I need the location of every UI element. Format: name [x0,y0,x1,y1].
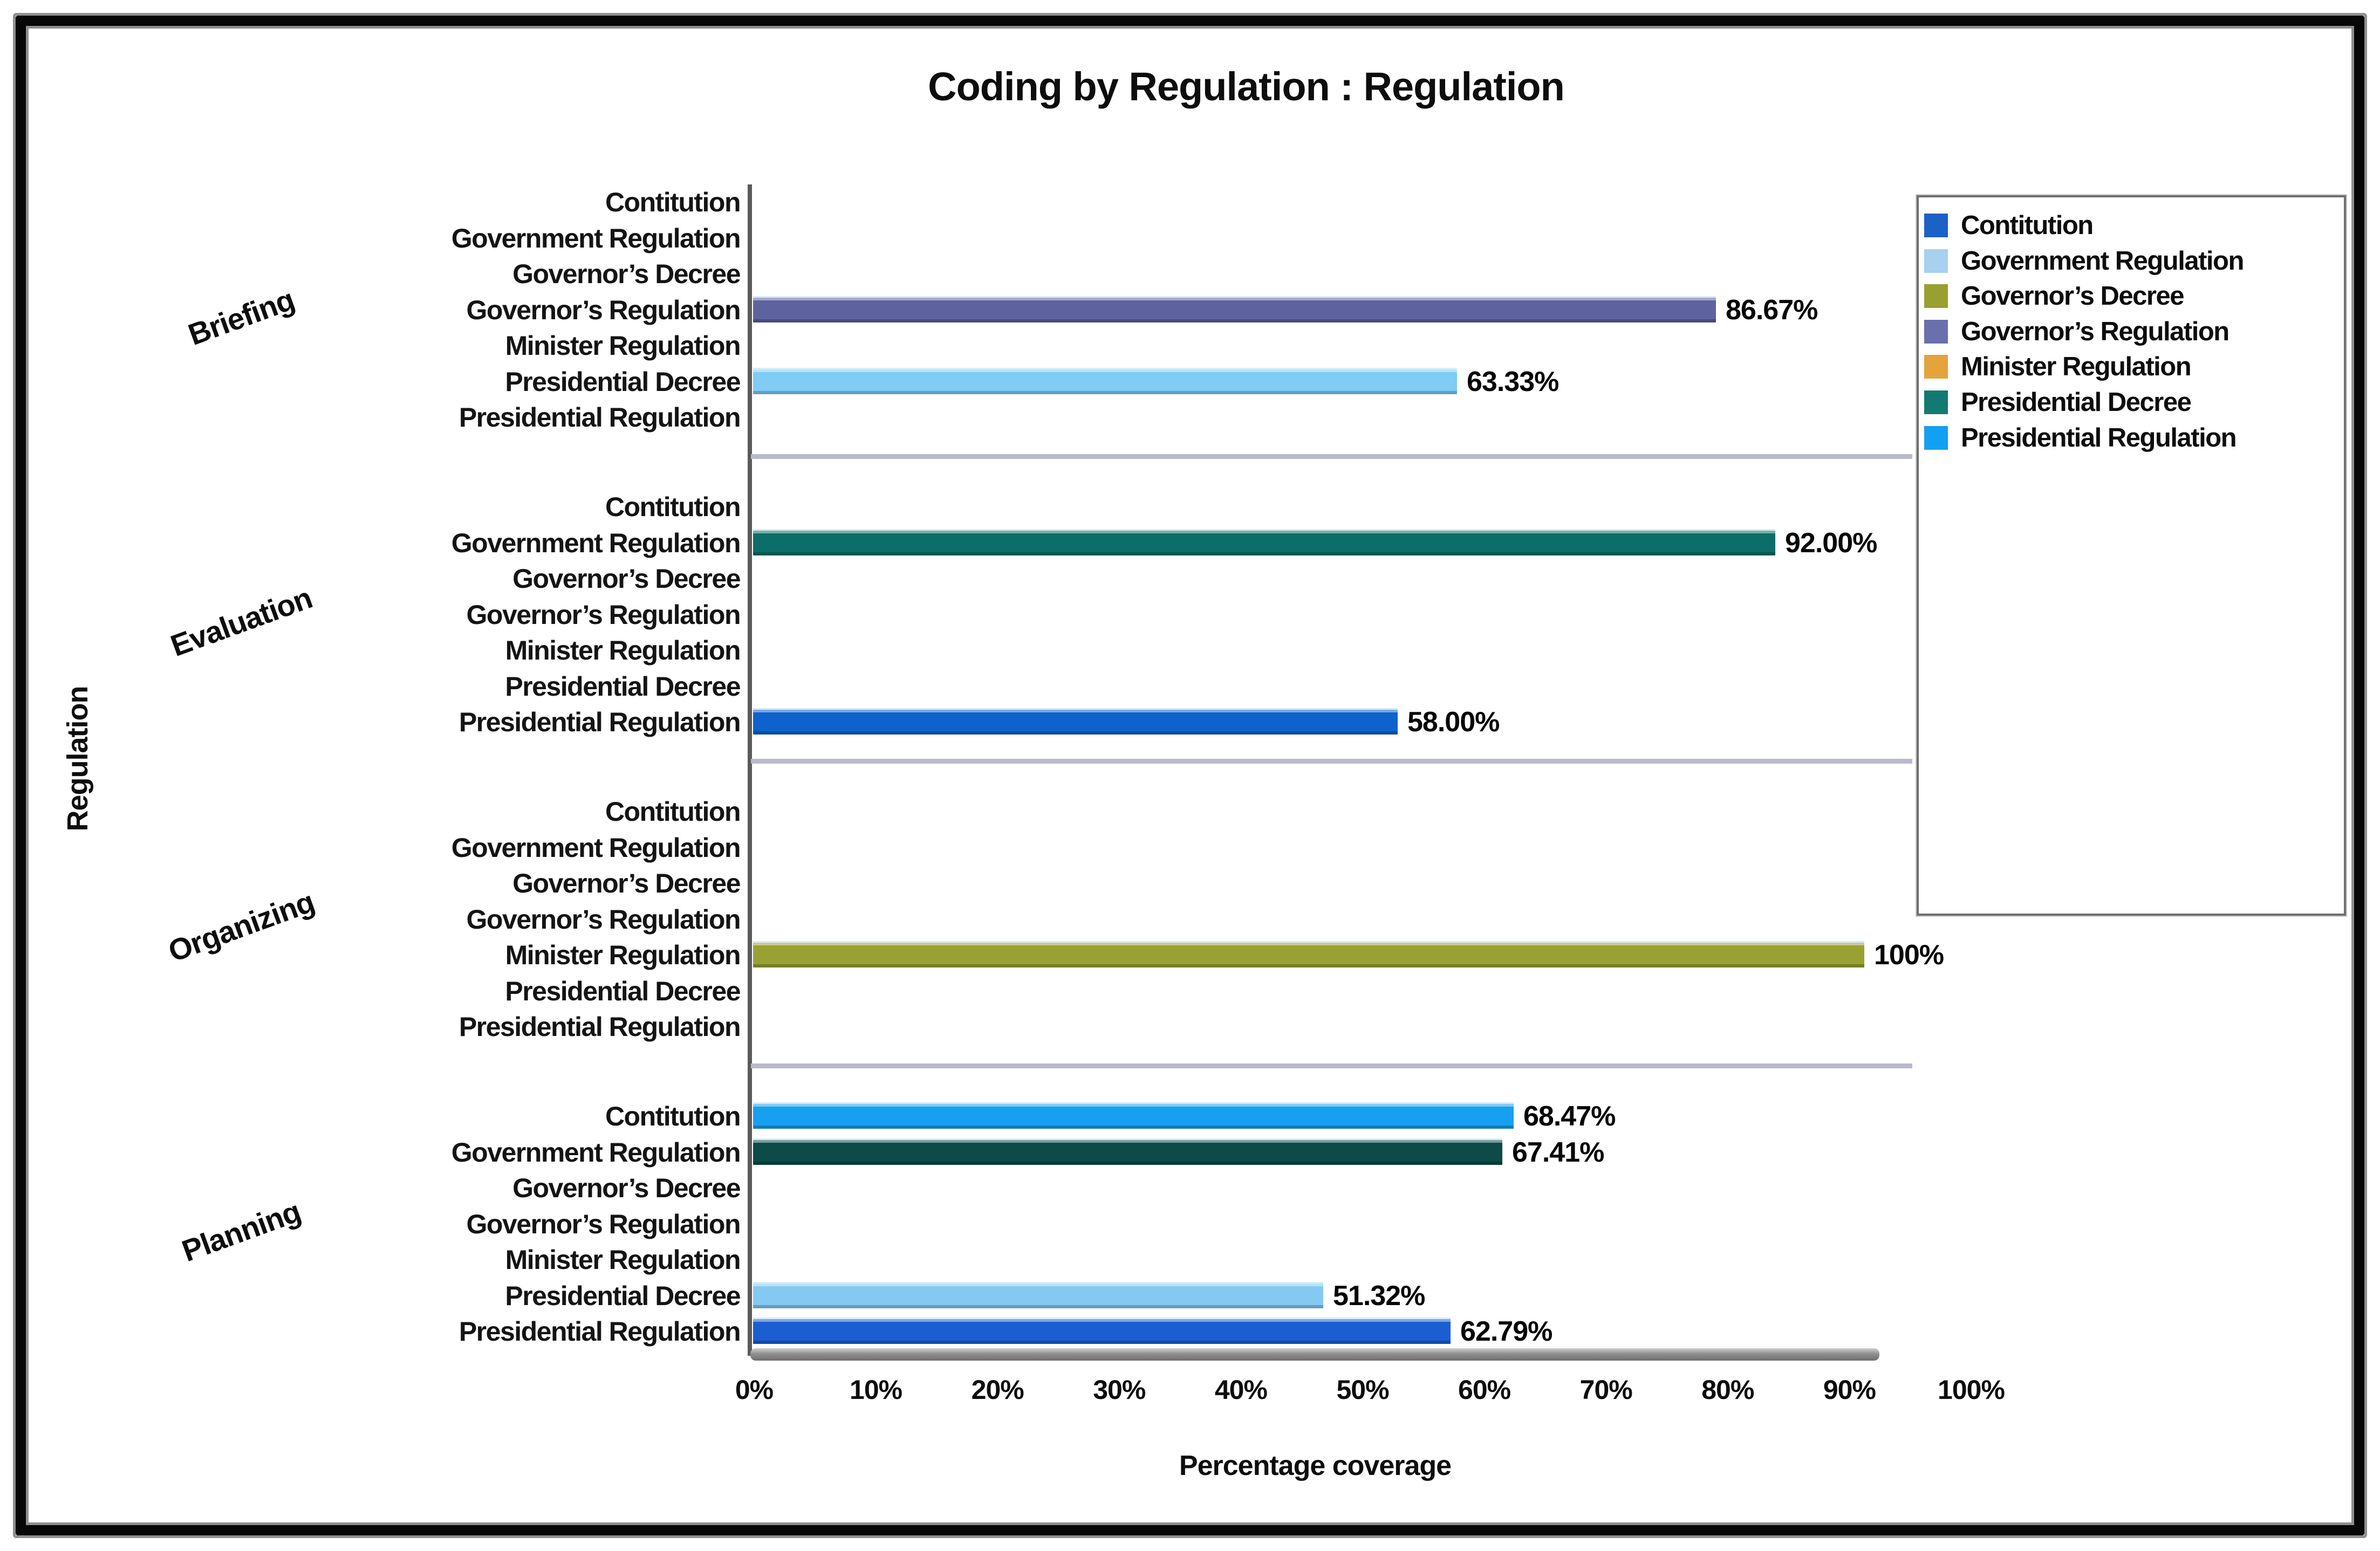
category-label-organizing-minister-regulation: Minister Regulation [505,940,741,971]
x-tick-10: 10% [850,1375,902,1405]
chart-title: Coding by Regulation : Regulation [928,64,1565,109]
category-label-planning-minister-regulation: Minister Regulation [505,1245,741,1275]
y-axis-line [748,184,752,1356]
value-label-briefing-governor-s-regulation: 86.67% [1726,294,1818,326]
category-label-briefing-governor-s-decree: Governor’s Decree [512,259,741,290]
category-label-briefing-contitution: Contitution [605,187,741,218]
category-label-planning-contitution: Contitution [605,1101,741,1132]
category-label-planning-government-regulation: Government Regulation [451,1137,741,1168]
category-label-planning-presidential-regulation: Presidential Regulation [459,1316,741,1347]
value-label-planning-presidential-regulation: 62.79% [1460,1316,1553,1348]
category-label-planning-presidential-decree: Presidential Decree [505,1280,741,1311]
legend-swatch-governor-s-regulation [1924,319,1948,344]
bar-organizing-minister-regulation [753,943,1864,968]
value-label-planning-government-regulation: 67.41% [1512,1136,1604,1168]
legend-label-government-regulation: Government Regulation [1961,246,2244,276]
category-label-evaluation-governor-s-regulation: Governor’s Regulation [466,599,741,630]
category-label-organizing-contitution: Contitution [605,797,741,827]
value-label-planning-contitution: 68.47% [1523,1101,1616,1133]
category-label-organizing-presidential-regulation: Presidential Regulation [459,1012,741,1042]
bar-planning-contitution [753,1104,1514,1129]
category-label-briefing-presidential-decree: Presidential Decree [505,366,741,397]
legend-label-presidential-regulation: Presidential Regulation [1961,423,2237,452]
category-label-organizing-governor-s-regulation: Governor’s Regulation [466,904,741,935]
category-label-evaluation-contitution: Contitution [605,492,741,523]
x-tick-30: 30% [1093,1375,1146,1405]
value-label-briefing-presidential-decree: 63.33% [1467,366,1559,397]
x-tick-90: 90% [1823,1375,1876,1405]
category-label-evaluation-minister-regulation: Minister Regulation [505,635,741,666]
legend-label-minister-regulation: Minister Regulation [1961,352,2192,382]
value-label-evaluation-government-regulation: 92.00% [1785,527,1877,559]
x-tick-60: 60% [1458,1375,1511,1405]
value-label-evaluation-presidential-regulation: 58.00% [1407,706,1500,738]
category-label-briefing-minister-regulation: Minister Regulation [505,331,741,361]
category-label-organizing-government-regulation: Government Regulation [451,832,741,863]
category-label-evaluation-government-regulation: Government Regulation [451,527,741,558]
bar-planning-government-regulation [753,1140,1502,1165]
legend-swatch-presidential-regulation [1924,426,1948,450]
category-label-planning-governor-s-regulation: Governor’s Regulation [466,1209,741,1239]
x-axis-title: Percentage coverage [1179,1450,1452,1481]
group-separator-1 [751,758,1912,764]
x-tick-50: 50% [1336,1375,1389,1405]
category-label-organizing-presidential-decree: Presidential Decree [505,976,741,1006]
x-tick-80: 80% [1701,1375,1754,1405]
legend-swatch-contitution [1924,214,1948,237]
x-axis-line [750,1348,1879,1361]
category-label-evaluation-governor-s-decree: Governor’s Decree [512,564,741,594]
value-label-organizing-minister-regulation: 100% [1874,939,1944,971]
legend-swatch-government-regulation [1924,249,1948,273]
category-label-briefing-government-regulation: Government Regulation [451,223,741,253]
category-label-briefing-governor-s-regulation: Governor’s Regulation [466,294,741,325]
bar-briefing-governor-s-regulation [753,297,1716,322]
legend-swatch-governor-s-decree [1924,284,1948,308]
legend-label-governor-s-decree: Governor’s Decree [1961,282,2185,311]
x-tick-0: 0% [735,1375,774,1405]
category-label-organizing-governor-s-decree: Governor’s Decree [512,868,741,899]
legend-swatch-minister-regulation [1924,355,1948,379]
category-label-planning-governor-s-decree: Governor’s Decree [512,1173,741,1204]
legend-label-governor-s-regulation: Governor’s Regulation [1961,317,2229,346]
x-tick-100: 100% [1938,1375,2005,1405]
legend-box: Contitution Government Regulation Governor… [1917,195,2346,916]
category-label-briefing-presidential-regulation: Presidential Regulation [459,402,741,433]
x-tick-20: 20% [971,1375,1024,1405]
x-tick-70: 70% [1579,1375,1633,1405]
value-label-planning-presidential-decree: 51.32% [1333,1280,1425,1312]
bar-briefing-presidential-decree [753,369,1457,394]
bar-evaluation-presidential-regulation [753,710,1398,735]
group-separator-0 [751,454,1912,459]
category-label-evaluation-presidential-regulation: Presidential Regulation [459,707,741,738]
bar-planning-presidential-regulation [753,1319,1451,1344]
bar-evaluation-government-regulation [753,530,1775,555]
x-tick-40: 40% [1214,1375,1268,1405]
bar-planning-presidential-decree [753,1283,1323,1308]
legend-label-contitution: Contitution [1961,211,2094,240]
legend-label-presidential-decree: Presidential Decree [1961,388,2192,417]
category-label-evaluation-presidential-decree: Presidential Decree [505,671,741,702]
y-axis-title: Regulation [61,686,94,832]
group-separator-2 [751,1063,1912,1068]
legend-swatch-presidential-decree [1924,390,1948,414]
